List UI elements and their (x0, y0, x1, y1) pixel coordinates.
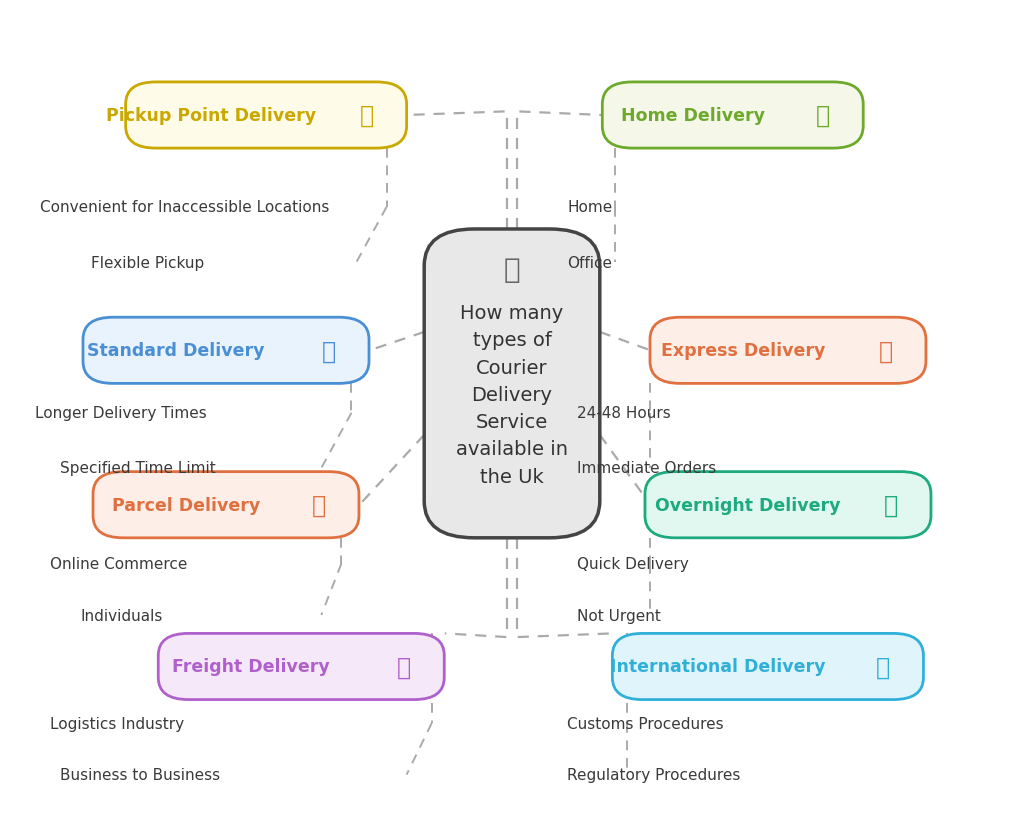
Text: Specified Time Limit: Specified Time Limit (60, 461, 216, 476)
Text: Individuals: Individuals (81, 608, 163, 623)
Text: Pickup Point Delivery: Pickup Point Delivery (105, 107, 316, 125)
Text: Freight Delivery: Freight Delivery (172, 658, 330, 675)
Text: Online Commerce: Online Commerce (50, 557, 187, 571)
Text: 🏛: 🏛 (816, 104, 830, 128)
Text: Flexible Pickup: Flexible Pickup (90, 255, 204, 270)
Text: Parcel Delivery: Parcel Delivery (112, 496, 260, 514)
Text: Home Delivery: Home Delivery (621, 107, 765, 125)
Text: 🕐: 🕐 (879, 339, 893, 363)
FancyBboxPatch shape (126, 83, 407, 149)
Text: Immediate Orders: Immediate Orders (578, 461, 717, 476)
Text: Convenient for Inaccessible Locations: Convenient for Inaccessible Locations (40, 200, 330, 215)
FancyBboxPatch shape (424, 230, 600, 538)
Text: Express Delivery: Express Delivery (660, 342, 825, 359)
Text: Office: Office (567, 255, 612, 270)
FancyBboxPatch shape (93, 472, 359, 538)
FancyBboxPatch shape (602, 83, 863, 149)
FancyBboxPatch shape (159, 634, 444, 700)
Text: 🌐: 🌐 (397, 655, 412, 679)
Text: International Delivery: International Delivery (610, 658, 825, 675)
Text: 🔄: 🔄 (884, 493, 898, 517)
Text: Not Urgent: Not Urgent (578, 608, 662, 623)
Text: Business to Business: Business to Business (60, 767, 220, 782)
Text: Home: Home (567, 200, 612, 215)
Text: Longer Delivery Times: Longer Delivery Times (35, 405, 207, 421)
Text: Standard Delivery: Standard Delivery (87, 342, 264, 359)
Text: 🛒: 🛒 (504, 256, 520, 284)
FancyBboxPatch shape (83, 318, 369, 384)
Text: Quick Delivery: Quick Delivery (578, 557, 689, 571)
Text: 🚛: 🚛 (877, 655, 890, 679)
Text: Logistics Industry: Logistics Industry (50, 716, 184, 731)
Text: Customs Procedures: Customs Procedures (567, 716, 724, 731)
Text: 🚚: 🚚 (359, 104, 374, 128)
FancyBboxPatch shape (612, 634, 924, 700)
Text: How many
types of
Courier
Delivery
Service
available in
the Uk: How many types of Courier Delivery Servi… (456, 303, 568, 486)
FancyBboxPatch shape (645, 472, 931, 538)
Text: 👷: 👷 (322, 339, 336, 363)
Text: 📦: 📦 (311, 493, 326, 517)
Text: Regulatory Procedures: Regulatory Procedures (567, 767, 740, 782)
Text: Overnight Delivery: Overnight Delivery (655, 496, 841, 514)
Text: 24-48 Hours: 24-48 Hours (578, 405, 671, 421)
FancyBboxPatch shape (650, 318, 926, 384)
